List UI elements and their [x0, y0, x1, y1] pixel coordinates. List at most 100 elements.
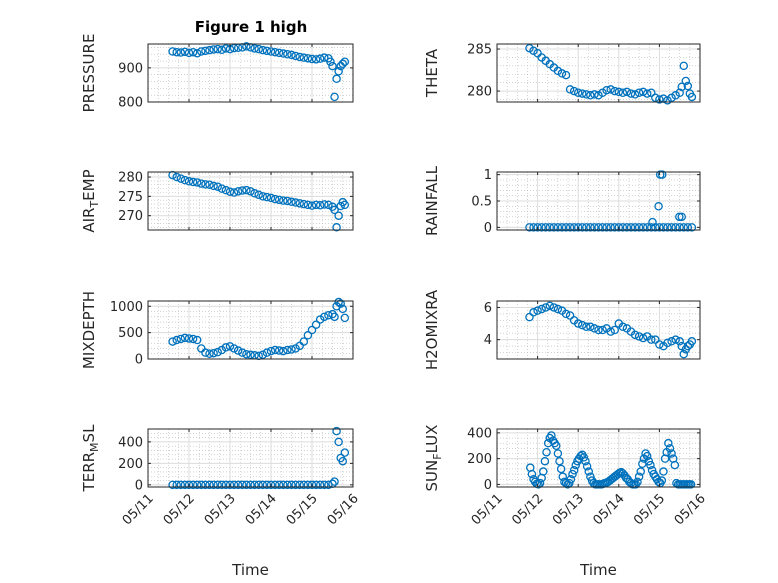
data-point [586, 223, 595, 232]
data-point [638, 333, 648, 343]
data-point [687, 223, 697, 232]
data-point [262, 192, 272, 202]
data-point [270, 194, 280, 204]
data-point [578, 89, 587, 98]
data-point [683, 81, 693, 91]
data-point [229, 344, 239, 353]
data-point [258, 192, 268, 201]
data-point [525, 223, 534, 232]
data-point [647, 335, 656, 344]
y-axis-label: PRESSURE [80, 34, 98, 113]
data-point [315, 480, 325, 490]
data-point [638, 223, 648, 232]
data-point [547, 431, 556, 440]
data-point [634, 332, 644, 341]
data-point [328, 309, 337, 319]
data-point [638, 87, 648, 97]
data-point [598, 223, 607, 232]
data-point [630, 90, 640, 99]
data-point [279, 49, 288, 58]
data-point [307, 325, 317, 335]
subplot-grid: 800 900 PRESSURE 280 285 THETA 270 275 280 AIRTEM… [80, 34, 709, 579]
data-point [663, 223, 672, 232]
data-point [307, 201, 317, 210]
data-point [221, 343, 231, 352]
data-point [283, 49, 292, 59]
data-point [311, 320, 321, 329]
data-point [225, 342, 235, 351]
data-point [670, 460, 680, 470]
data-point [188, 47, 198, 57]
x-axis-label: Time [579, 561, 617, 579]
data-point [606, 85, 615, 94]
data-point [324, 200, 333, 210]
data-point [687, 92, 697, 102]
data-point [266, 346, 276, 356]
data-point [197, 47, 206, 56]
data-point [262, 348, 272, 357]
data-point [311, 55, 321, 64]
data-point [561, 309, 571, 319]
y-tick-label: 0.5 [471, 195, 492, 210]
data-point [553, 449, 563, 458]
data-point [648, 217, 657, 227]
data-point [242, 349, 251, 359]
data-point [529, 308, 538, 317]
y-axis-label: RAINFALL [423, 165, 441, 236]
data-series [525, 43, 697, 105]
data-point [594, 325, 603, 335]
data-point [205, 180, 214, 190]
data-point [606, 223, 615, 232]
y-axis-label: THETA [423, 48, 441, 98]
data-point [258, 480, 268, 490]
data-point [330, 205, 339, 215]
y-tick-label: 900 [118, 61, 143, 76]
data-point [338, 304, 347, 314]
data-point [250, 44, 259, 53]
data-point [334, 211, 343, 220]
data-point [558, 472, 568, 481]
data-point [590, 223, 599, 232]
data-point [582, 90, 591, 99]
data-point [283, 345, 292, 355]
axes-box [496, 428, 701, 488]
data-point [188, 334, 198, 344]
data-point [561, 223, 571, 232]
data-point [664, 438, 673, 448]
y-tick-label: 400 [467, 426, 492, 441]
data-point [681, 76, 691, 86]
data-point [287, 480, 296, 490]
axes-background [148, 44, 353, 102]
data-point [338, 456, 347, 466]
y-axis-label: AIRTEMP [80, 169, 101, 232]
data-point [205, 45, 214, 55]
data-point [279, 346, 288, 356]
y-tick-label: 0 [484, 478, 492, 493]
y-tick-label: 1000 [110, 300, 143, 315]
data-point [299, 480, 309, 490]
y-tick-label: 500 [118, 326, 143, 341]
data-point [598, 325, 607, 335]
data-point [557, 69, 567, 78]
data-point [553, 223, 563, 232]
data-point [622, 87, 632, 97]
data-series [168, 170, 350, 232]
data-point [250, 189, 259, 198]
data-point [555, 456, 564, 466]
data-point [686, 480, 696, 489]
data-point [197, 480, 206, 490]
data-point [311, 200, 321, 210]
data-point [657, 476, 667, 485]
data-point [614, 87, 624, 97]
data-point [192, 178, 202, 187]
data-point [679, 349, 689, 359]
data-point [573, 223, 583, 232]
data-point [655, 223, 664, 232]
data-point [217, 184, 227, 193]
data-point [533, 306, 542, 315]
data-point [610, 325, 619, 335]
data-point [330, 312, 339, 322]
data-point [561, 70, 571, 80]
data-point [586, 322, 595, 332]
data-point [192, 480, 202, 490]
